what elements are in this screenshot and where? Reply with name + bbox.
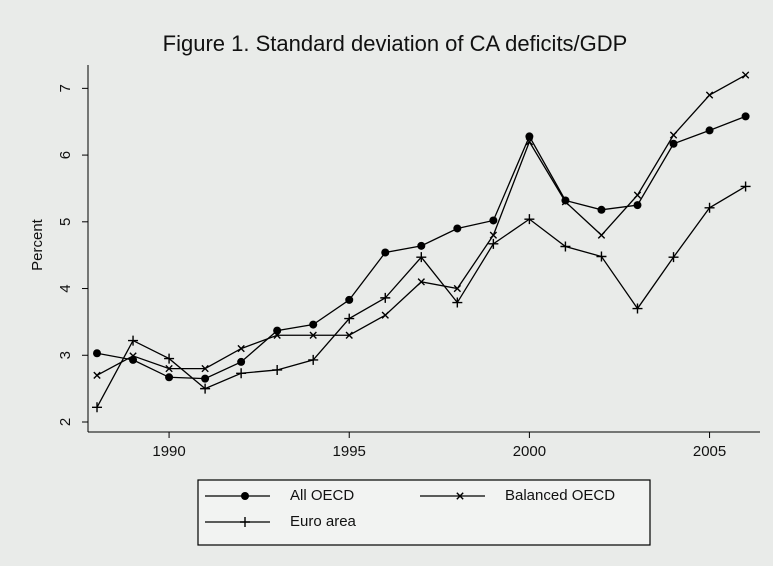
marker (668, 252, 679, 263)
marker (560, 241, 571, 252)
marker (128, 335, 139, 346)
marker (240, 517, 250, 527)
marker (237, 357, 246, 366)
marker (669, 131, 678, 139)
marker (705, 91, 714, 99)
marker (597, 231, 606, 239)
marker (308, 354, 319, 365)
marker (633, 191, 642, 199)
marker (165, 364, 173, 373)
marker (417, 241, 426, 250)
marker (456, 492, 464, 500)
marker (345, 295, 354, 304)
marker (200, 383, 211, 394)
marker (488, 238, 499, 249)
y-tick-label: 4 (57, 284, 74, 292)
marker (344, 313, 355, 324)
marker (740, 181, 751, 192)
marker (93, 349, 102, 358)
marker (201, 374, 210, 383)
marker (453, 224, 462, 233)
marker (241, 492, 249, 500)
marker (380, 292, 391, 303)
marker (453, 284, 462, 293)
marker (92, 402, 103, 413)
y-tick-label: 6 (57, 151, 74, 159)
marker (272, 364, 283, 375)
marker (561, 198, 570, 206)
marker (345, 331, 353, 339)
marker (164, 353, 175, 364)
marker (417, 278, 425, 286)
x-tick-label: 2005 (693, 443, 726, 460)
marker (452, 297, 463, 308)
marker (165, 373, 174, 382)
legend-box (197, 479, 651, 546)
marker (633, 201, 642, 210)
marker (704, 202, 715, 213)
marker (525, 132, 534, 141)
marker (632, 303, 643, 314)
marker (309, 320, 318, 329)
y-tick-label: 7 (57, 84, 74, 92)
marker (93, 371, 101, 379)
marker (597, 205, 606, 214)
marker (129, 352, 137, 360)
marker (273, 331, 281, 339)
marker (525, 138, 534, 146)
marker (741, 112, 750, 121)
marker (596, 251, 607, 262)
marker (489, 231, 498, 239)
y-tick-label: 3 (57, 351, 74, 359)
marker (381, 311, 389, 319)
legend-label: Euro area (290, 513, 357, 530)
y-tick-label: 2 (57, 418, 74, 426)
marker (489, 216, 498, 225)
x-tick-label: 1995 (333, 443, 366, 460)
marker (741, 71, 750, 79)
chart-title: Figure 1. Standard deviation of CA defic… (163, 31, 628, 56)
marker (416, 252, 427, 263)
marker (669, 139, 678, 148)
x-tick-label: 1990 (152, 443, 185, 460)
marker (237, 344, 245, 353)
y-axis-label: Percent (29, 218, 46, 271)
marker (236, 368, 247, 379)
marker (705, 126, 714, 135)
marker (381, 248, 390, 257)
y-tick-label: 5 (57, 218, 74, 226)
marker (309, 331, 317, 339)
marker (201, 364, 209, 373)
legend-label: Balanced OECD (505, 487, 615, 504)
legend-label: All OECD (290, 487, 354, 504)
x-tick-label: 2000 (513, 443, 546, 460)
marker (524, 214, 535, 225)
